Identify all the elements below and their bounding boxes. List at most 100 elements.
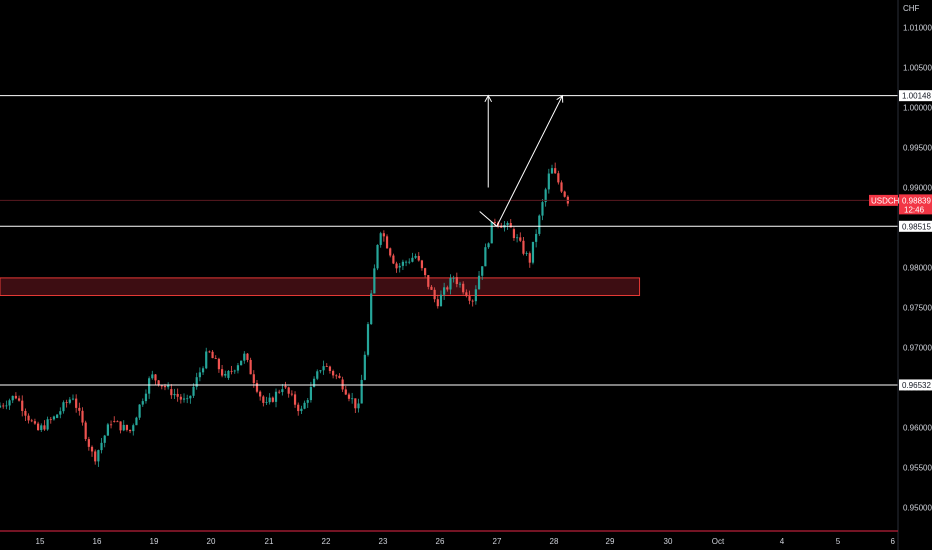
candle-body bbox=[351, 398, 354, 400]
candle-body bbox=[240, 360, 243, 366]
candle-body bbox=[227, 370, 230, 378]
candle-body bbox=[325, 366, 328, 367]
candle-body bbox=[59, 411, 62, 415]
candle-body bbox=[408, 261, 411, 263]
level-price-tag-text: 0.98515 bbox=[902, 222, 931, 231]
candle-body bbox=[300, 408, 303, 412]
candle-body bbox=[62, 402, 65, 412]
candle-body bbox=[424, 268, 427, 276]
candle-body bbox=[385, 236, 389, 249]
candle-body bbox=[446, 287, 449, 290]
candle-body bbox=[376, 244, 379, 269]
y-tick-label: 0.96000 bbox=[903, 424, 932, 433]
support-zone[interactable] bbox=[0, 277, 641, 296]
candle-body bbox=[43, 425, 46, 430]
candle-body bbox=[151, 374, 154, 379]
candle-body bbox=[46, 419, 49, 430]
y-tick-label: 1.00000 bbox=[903, 104, 932, 113]
candle-body bbox=[293, 394, 297, 405]
candle-body bbox=[281, 389, 284, 393]
candle-body bbox=[109, 424, 113, 426]
candle-body bbox=[557, 173, 560, 183]
candle-body bbox=[262, 396, 265, 403]
candle-body bbox=[338, 375, 341, 378]
candle-body bbox=[443, 287, 446, 295]
candle-body bbox=[322, 366, 325, 371]
level-price-tag bbox=[899, 90, 932, 102]
candle-body bbox=[398, 265, 401, 268]
candle-body bbox=[125, 424, 129, 430]
candle-body bbox=[347, 394, 351, 399]
candle-body bbox=[404, 261, 408, 263]
candle-body bbox=[271, 397, 274, 402]
candle-body bbox=[195, 377, 198, 387]
candle-body bbox=[477, 275, 481, 290]
candle-body bbox=[360, 379, 363, 404]
projection-path[interactable] bbox=[479, 95, 563, 228]
candle-body bbox=[541, 202, 544, 216]
y-tick-label: 0.99500 bbox=[903, 144, 932, 153]
candle-body bbox=[458, 283, 462, 285]
candle-body bbox=[522, 240, 525, 254]
y-tick-label: 0.98000 bbox=[903, 264, 932, 273]
candle-body bbox=[5, 405, 8, 407]
candle-body bbox=[30, 420, 33, 422]
candle-body bbox=[560, 182, 563, 192]
candle-body bbox=[465, 292, 468, 297]
candle-body bbox=[49, 419, 52, 421]
candle-body bbox=[535, 233, 538, 242]
candle-body bbox=[163, 385, 167, 388]
candle-body bbox=[274, 391, 278, 402]
candle-body bbox=[24, 410, 27, 416]
candle-body bbox=[173, 393, 176, 396]
y-tick-label: 0.99000 bbox=[903, 184, 932, 193]
level-price-tag bbox=[899, 220, 932, 232]
candle-body bbox=[382, 233, 385, 237]
candle-body bbox=[538, 215, 541, 234]
candle-body bbox=[78, 407, 81, 411]
candle-body bbox=[512, 229, 516, 239]
candle-body bbox=[259, 391, 262, 397]
x-tick-label: 29 bbox=[606, 537, 615, 546]
candle-body bbox=[354, 398, 357, 409]
candle-body bbox=[148, 378, 151, 394]
candle-body bbox=[208, 351, 211, 353]
candle-body bbox=[68, 399, 71, 403]
candle-body bbox=[252, 374, 255, 383]
candle-body bbox=[439, 294, 443, 307]
candle-body bbox=[474, 289, 477, 302]
candle-body bbox=[160, 385, 163, 387]
level-price-tag-text: 1.00148 bbox=[902, 92, 931, 101]
candle-body bbox=[427, 275, 430, 287]
candle-body bbox=[167, 385, 170, 388]
x-tick-label: 20 bbox=[207, 537, 216, 546]
candle-body bbox=[71, 398, 75, 400]
candle-body bbox=[21, 400, 24, 411]
candle-body bbox=[113, 421, 116, 422]
candle-body bbox=[157, 380, 160, 386]
candle-body bbox=[303, 402, 306, 409]
candle-body bbox=[90, 446, 94, 452]
candle-body bbox=[392, 255, 395, 264]
x-tick-label: 30 bbox=[664, 537, 673, 546]
candle-body bbox=[243, 353, 246, 361]
candle-body bbox=[17, 398, 21, 401]
candle-body bbox=[547, 173, 550, 190]
candle-body bbox=[33, 421, 37, 424]
candle-body bbox=[186, 398, 189, 400]
candle-body bbox=[316, 371, 319, 379]
x-tick-label: 6 bbox=[891, 537, 896, 546]
candle-body bbox=[471, 300, 474, 302]
x-tick-label: 21 bbox=[265, 537, 274, 546]
candle-body bbox=[309, 387, 313, 401]
candle-body bbox=[363, 354, 366, 380]
candle-body bbox=[436, 299, 439, 307]
candle-body bbox=[81, 410, 84, 423]
candle-body bbox=[249, 359, 252, 375]
candle-body bbox=[246, 353, 249, 360]
candle-body bbox=[97, 450, 100, 462]
candle-body bbox=[236, 365, 240, 371]
candle-body bbox=[379, 233, 382, 245]
candle-body bbox=[370, 293, 373, 325]
